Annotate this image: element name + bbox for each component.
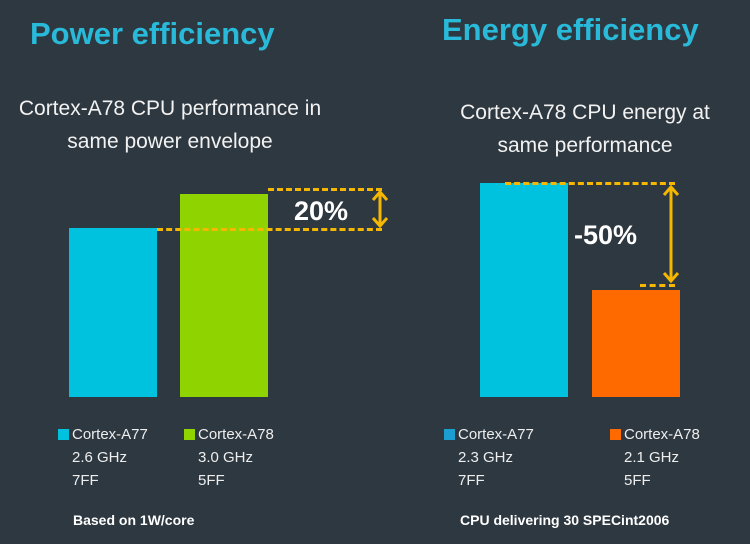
legend-energy-a77: Cortex-A77 2.3 GHz 7FF [444,423,534,492]
dash-line-a77-energy [505,182,675,185]
power-subtitle: Cortex-A78 CPU performance in same power… [18,97,322,153]
bar-energy-a78 [592,290,680,397]
dash-line-a77 [157,228,382,231]
legend-power-a77: Cortex-A77 2.6 GHz 7FF [58,423,148,492]
annotation-minus50: -50% [574,220,638,250]
bar-energy-a77 [480,183,568,397]
bar-power-a77 [69,228,157,397]
swatch [58,429,69,440]
bar-power-a78 [180,194,268,397]
swatch [184,429,195,440]
swatch [444,429,455,440]
energy-subtitle: Cortex-A78 CPU energy at same performanc… [460,101,710,157]
dash-line-a78 [268,188,382,191]
legend-power-a78: Cortex-A78 3.0 GHz 5FF [184,423,274,492]
power-title: Power efficiency [30,16,275,51]
double-arrow-icon [371,189,389,229]
energy-note: CPU delivering 30 SPECint2006 [460,512,670,528]
dash-line-a78-energy [640,284,675,287]
legend-energy-a78: Cortex-A78 2.1 GHz 5FF [610,423,700,492]
energy-title: Energy efficiency [442,12,699,47]
double-arrow-icon [662,184,680,284]
annotation-20: 20% [294,196,349,226]
power-note: Based on 1W/core [73,512,195,528]
swatch [610,429,621,440]
